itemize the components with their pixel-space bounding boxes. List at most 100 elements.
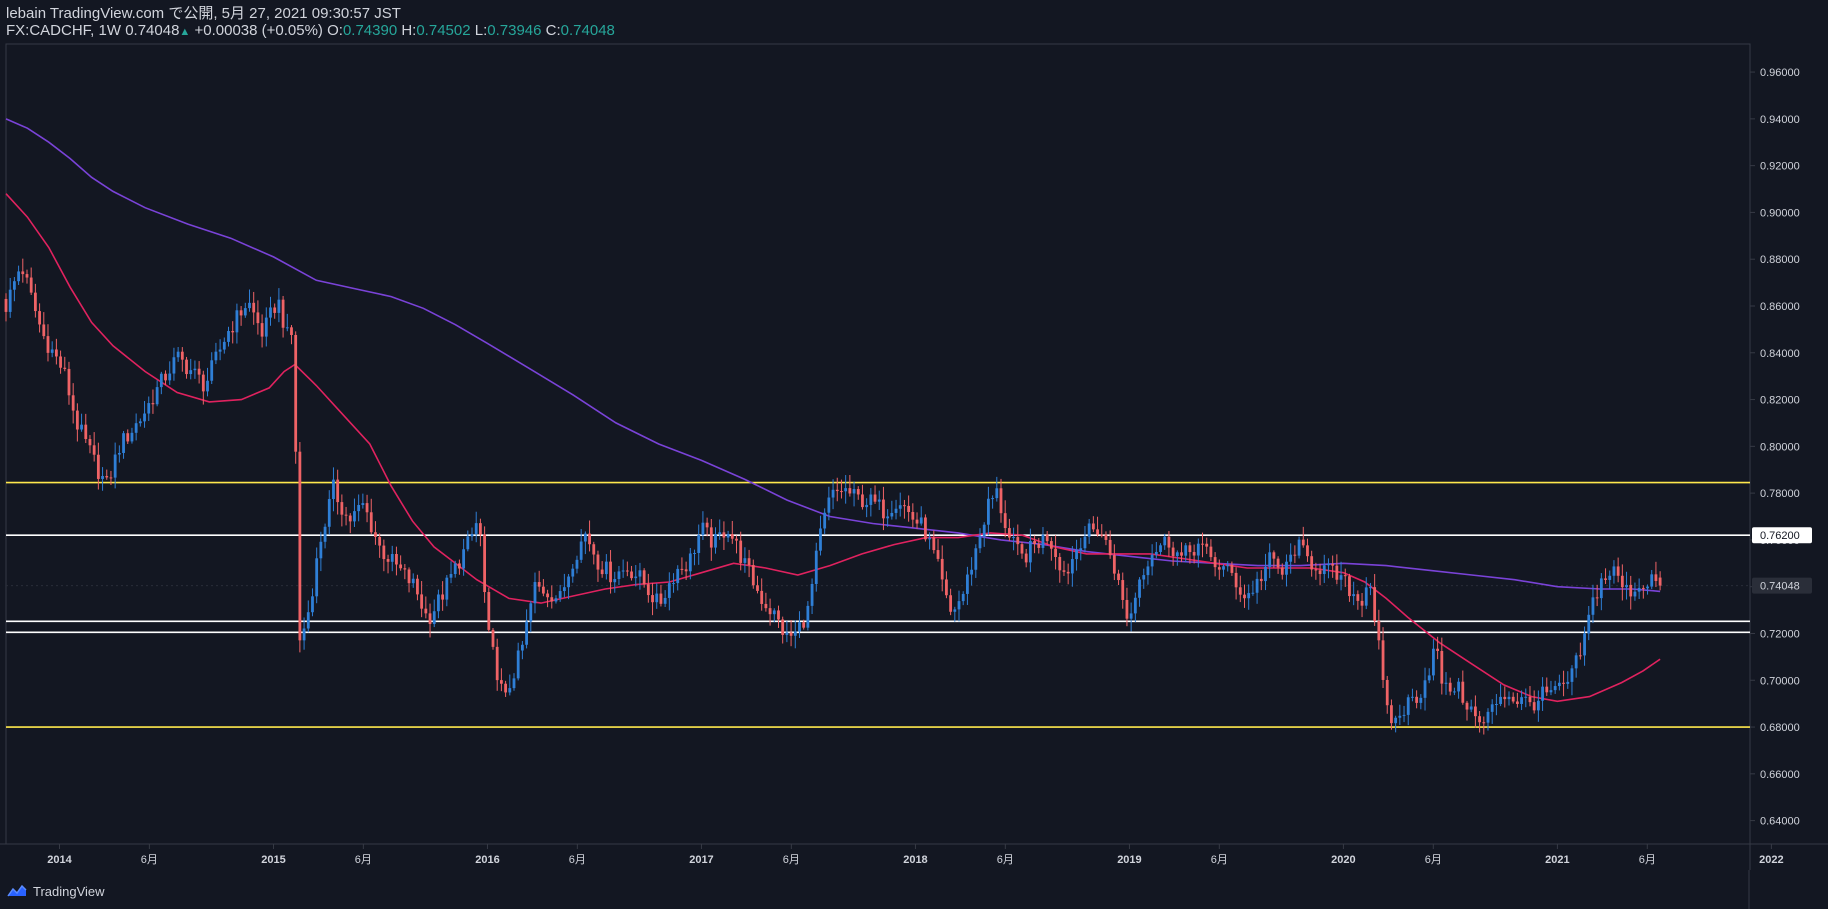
candle-body	[504, 683, 507, 693]
candle-body	[1637, 587, 1641, 592]
candle-body	[1037, 543, 1041, 548]
y-tick-label: 0.78000	[1760, 488, 1800, 500]
candle-body	[1440, 651, 1444, 684]
y-tick-label: 0.70000	[1760, 675, 1800, 687]
candle-body	[1629, 584, 1633, 597]
candle-body	[1331, 563, 1335, 566]
close-label: C:	[545, 22, 561, 39]
candle-body	[1108, 539, 1112, 556]
candle-body	[1070, 559, 1074, 574]
candle-body	[1243, 594, 1246, 599]
candle-body	[1620, 575, 1624, 588]
x-tick-label: 6月	[141, 854, 158, 866]
candle-body	[474, 523, 478, 534]
x-tick-label: 6月	[1425, 854, 1442, 866]
candle-body	[1646, 586, 1649, 589]
candle-body	[185, 359, 188, 375]
candle-body	[588, 533, 591, 545]
price-axis[interactable]: 0.96000 0.94000 0.92000 0.90000 0.88000 0.860…	[1750, 67, 1800, 828]
price-label-text: 0.74048	[1760, 581, 1800, 593]
candle-body	[462, 549, 466, 569]
candle-body	[222, 341, 226, 350]
candle-body	[189, 370, 193, 375]
candle-body	[806, 605, 810, 628]
candle-body	[676, 568, 680, 584]
candle-body	[1192, 552, 1196, 556]
price-label-text: 0.76200	[1760, 530, 1800, 542]
candle-body	[835, 489, 839, 492]
ohlc-line: FX:CADCHF, 1W 0.74048▲ +0.00038 (+0.05%)…	[6, 22, 615, 41]
candle-body	[54, 349, 58, 357]
candle-body	[554, 598, 558, 602]
candle-body	[1251, 592, 1255, 594]
time-axis[interactable]: 2014 6月 2015 6月 2016 6月 2017 6月 2018 6月 2019 6月 2020…	[47, 844, 1784, 866]
candle-body	[1247, 593, 1251, 599]
x-tick-label: 6月	[783, 854, 800, 866]
candle-body	[479, 523, 482, 535]
candle-body	[1150, 554, 1154, 567]
support-resistance-lines	[6, 481, 1750, 728]
candle-body	[1297, 539, 1301, 556]
candle-body	[1532, 702, 1536, 711]
candle-body	[1348, 576, 1351, 597]
candle-body	[1230, 564, 1234, 573]
candle-body	[877, 499, 881, 502]
candle-body	[1104, 534, 1108, 540]
candle-body	[785, 632, 789, 635]
candle-body	[1075, 550, 1078, 560]
candle-body	[672, 583, 675, 585]
candle-body	[1352, 594, 1356, 597]
candle-body	[1007, 528, 1011, 538]
candle-body	[831, 489, 835, 498]
candle-body	[1146, 566, 1150, 576]
candle-body	[1138, 579, 1141, 598]
candle-body	[903, 505, 906, 507]
candle-body	[1423, 680, 1427, 698]
candle-body	[365, 503, 369, 513]
candle-body	[201, 374, 205, 392]
candle-body	[1045, 534, 1049, 542]
candle-body	[1511, 696, 1515, 702]
candle-body	[340, 502, 344, 515]
candle-body	[1633, 591, 1637, 597]
x-tick-label: 2018	[903, 854, 927, 866]
price-label-box	[1752, 577, 1812, 594]
candle-body	[260, 323, 264, 337]
candle-body	[596, 554, 600, 570]
candle-body	[1541, 686, 1544, 701]
candle-body	[999, 488, 1003, 514]
candle-body	[210, 360, 214, 381]
candle-body	[655, 593, 659, 603]
candle-body	[437, 594, 440, 612]
candle-body	[705, 522, 709, 528]
candle-body	[487, 592, 491, 630]
candle-body	[1494, 704, 1498, 706]
open-value: 0.74390	[342, 22, 398, 39]
candle-body	[802, 622, 806, 628]
candle-body	[579, 541, 583, 560]
candle-body	[516, 650, 520, 679]
candle-body	[684, 569, 688, 572]
candle-body	[1020, 544, 1024, 554]
candle-body	[445, 577, 449, 600]
candle-body	[1062, 570, 1066, 572]
y-tick-label: 0.80000	[1760, 441, 1800, 453]
candle-body	[966, 574, 969, 594]
candle-body	[693, 552, 696, 554]
candle-body	[1381, 640, 1385, 680]
candle-body	[546, 593, 549, 598]
candle-body	[407, 569, 411, 584]
candle-body	[1264, 566, 1267, 582]
candle-body	[80, 424, 83, 430]
candle-body	[147, 403, 151, 414]
candle-body	[248, 302, 251, 309]
candle-body	[1318, 570, 1322, 575]
candle-body	[1499, 696, 1502, 705]
candle-body	[1574, 655, 1578, 669]
candle-body	[1650, 574, 1654, 587]
y-tick-label: 0.88000	[1760, 254, 1800, 266]
candle-body	[567, 576, 570, 588]
candle-body	[252, 302, 256, 313]
candle-body	[1373, 587, 1377, 622]
